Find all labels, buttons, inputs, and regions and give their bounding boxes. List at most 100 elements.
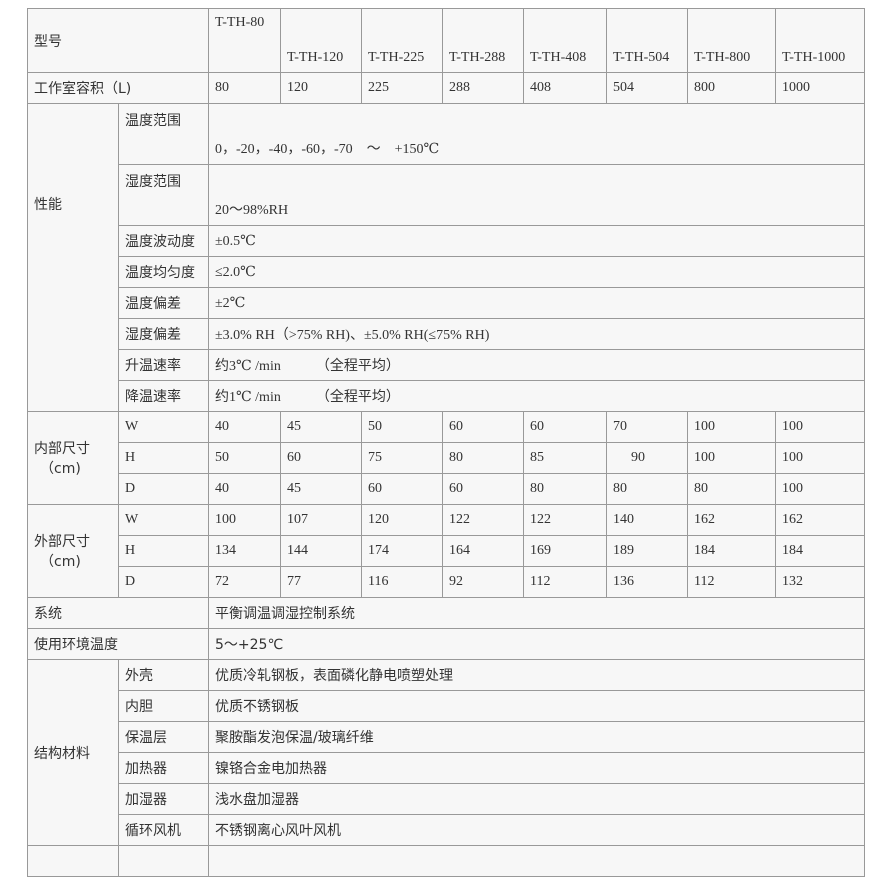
material-item-value: 聚胺酯发泡保温/玻璃纤维 xyxy=(208,721,865,753)
dimension-value: 100 xyxy=(687,411,776,443)
dimension-value: 75 xyxy=(361,442,443,474)
performance-item-value: ±3.0% RH（>75% RH)、±5.0% RH(≤75% RH) xyxy=(208,318,865,350)
performance-item-label: 温度偏差 xyxy=(118,287,209,319)
table-row: 系统 平衡调温调湿控制系统 xyxy=(27,597,865,629)
dimension-value: 80 xyxy=(606,473,688,505)
dimension-value: 60 xyxy=(523,411,607,443)
model-label: 型号 xyxy=(27,8,209,73)
performance-item-value: 20～98%RH xyxy=(208,164,865,226)
model-name: T-TH-1000 xyxy=(775,8,865,73)
dimension-value: 92 xyxy=(442,566,524,598)
volume-label: 工作室容积（L) xyxy=(27,72,209,104)
size-unit: （cm) xyxy=(40,554,81,570)
dimension-value: 112 xyxy=(687,566,776,598)
model-name: T-TH-120 xyxy=(280,8,362,73)
dimension-value: 45 xyxy=(280,473,362,505)
table-cell xyxy=(118,845,209,877)
dimension-value: 40 xyxy=(208,411,281,443)
table-row: 加热器 镍铬合金电加热器 xyxy=(28,752,865,784)
dimension-value: 60 xyxy=(442,473,524,505)
table-row: 温度波动度 ±0.5℃ xyxy=(28,225,865,257)
dimension-value: 100 xyxy=(775,411,865,443)
system-label: 系统 xyxy=(27,597,209,629)
material-item-value: 优质不锈钢板 xyxy=(208,690,865,722)
dimension-value: 140 xyxy=(606,504,688,536)
table-row: 温度偏差 ±2℃ xyxy=(28,287,865,319)
dimension-value: 189 xyxy=(606,535,688,567)
model-name: T-TH-800 xyxy=(687,8,776,73)
performance-item-value: 0，-20，-40，-60，-70 ～ +150℃ xyxy=(208,103,865,165)
dimension-value: 100 xyxy=(687,442,776,474)
volume-value: 408 xyxy=(523,72,607,104)
table-cell xyxy=(208,845,865,877)
table-row: 温度均匀度 ≤2.0℃ xyxy=(28,256,865,288)
performance-label: 性能 xyxy=(27,103,119,412)
dimension-value: 60 xyxy=(442,411,524,443)
dimension-value: 122 xyxy=(442,504,524,536)
table-row: D 40 45 60 60 80 80 80 100 xyxy=(28,473,865,505)
dimension-value: 80 xyxy=(442,442,524,474)
dimension-value: 100 xyxy=(208,504,281,536)
materials-label: 结构材料 xyxy=(27,659,119,846)
model-name: T-TH-80 xyxy=(208,8,281,73)
volume-value: 288 xyxy=(442,72,524,104)
volume-value: 80 xyxy=(208,72,281,104)
table-row: 内部尺寸 （cm) W 40 45 50 60 60 70 100 100 xyxy=(27,411,865,505)
dimension-value: 80 xyxy=(687,473,776,505)
performance-item-value: ±2℃ xyxy=(208,287,865,319)
volume-value: 225 xyxy=(361,72,443,104)
material-item-label: 保温层 xyxy=(118,721,209,753)
performance-item-value: ≤2.0℃ xyxy=(208,256,865,288)
dimension-value: 100 xyxy=(775,473,865,505)
dimension-label: W xyxy=(118,504,209,536)
model-name: T-TH-225 xyxy=(361,8,443,73)
performance-item-label: 温度范围 xyxy=(118,103,209,165)
performance-item-label: 温度波动度 xyxy=(118,225,209,257)
material-item-label: 循环风机 xyxy=(118,814,209,846)
size-unit: （cm) xyxy=(40,461,81,477)
dimension-value: 174 xyxy=(361,535,443,567)
table-row: 循环风机 不锈钢离心风叶风机 xyxy=(28,814,865,846)
performance-item-value: 约3℃ /min （全程平均） xyxy=(208,349,865,381)
dimension-value: 116 xyxy=(361,566,443,598)
dimension-value: 164 xyxy=(442,535,524,567)
material-item-label: 加湿器 xyxy=(118,783,209,815)
system-value: 平衡调温调湿控制系统 xyxy=(208,597,865,629)
performance-item-label: 湿度偏差 xyxy=(118,318,209,350)
table-row: 保温层 聚胺酯发泡保温/玻璃纤维 xyxy=(28,721,865,753)
table-row: 外部尺寸 （cm) W 100 107 120 122 122 140 162 162 xyxy=(27,504,865,598)
ambient-value: 5～+25℃ xyxy=(208,628,865,660)
dimension-value: 45 xyxy=(280,411,362,443)
table-row: 性能 温度范围 0，-20，-40，-60，-70 ～ +150℃ xyxy=(27,103,865,412)
dimension-value: 85 xyxy=(523,442,607,474)
dimension-value: 60 xyxy=(280,442,362,474)
performance-item-value: 约1℃ /min （全程平均） xyxy=(208,380,865,412)
dimension-value: 120 xyxy=(361,504,443,536)
material-item-value: 优质冷轧钢板，表面磷化静电喷塑处理 xyxy=(208,659,865,691)
spec-table: 型号 T-TH-80 T-TH-120 T-TH-225 T-TH-288 T-TH-40… xyxy=(27,8,865,877)
performance-item-label: 温度均匀度 xyxy=(118,256,209,288)
material-item-value: 不锈钢离心风叶风机 xyxy=(208,814,865,846)
dimension-value: 77 xyxy=(280,566,362,598)
dimension-value: 40 xyxy=(208,473,281,505)
dimension-value: 134 xyxy=(208,535,281,567)
size-label: 内部尺寸 xyxy=(34,441,90,457)
volume-value: 1000 xyxy=(775,72,865,104)
material-item-label: 外壳 xyxy=(118,659,209,691)
dimension-value: 144 xyxy=(280,535,362,567)
dimension-value: 72 xyxy=(208,566,281,598)
model-name: T-TH-408 xyxy=(523,8,607,73)
performance-item-label: 升温速率 xyxy=(118,349,209,381)
table-row: 型号 T-TH-80 T-TH-120 T-TH-225 T-TH-288 T-TH-40… xyxy=(27,8,865,73)
table-row: 使用环境温度 5～+25℃ xyxy=(27,628,865,660)
table-cell xyxy=(27,845,119,877)
material-item-value: 浅水盘加湿器 xyxy=(208,783,865,815)
performance-item-label: 降温速率 xyxy=(118,380,209,412)
material-item-value: 镍铬合金电加热器 xyxy=(208,752,865,784)
dimension-value: 80 xyxy=(523,473,607,505)
table-row: 加湿器 浅水盘加湿器 xyxy=(28,783,865,815)
dimension-label: H xyxy=(118,442,209,474)
table-row: 升温速率 约3℃ /min （全程平均） xyxy=(28,349,865,381)
dimension-value: 162 xyxy=(687,504,776,536)
dimension-value: 100 xyxy=(775,442,865,474)
